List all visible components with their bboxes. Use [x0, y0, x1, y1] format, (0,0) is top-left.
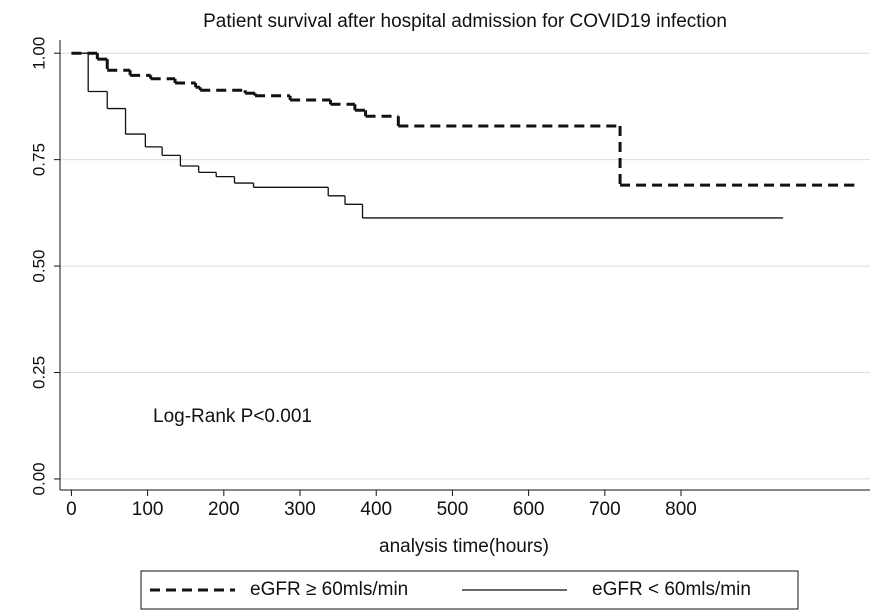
x-tick-label: 200	[208, 499, 240, 520]
x-tick-label: 0	[66, 499, 77, 520]
y-tick-label: 0.75	[29, 143, 48, 176]
x-tick-label: 600	[513, 499, 545, 520]
x-tick-label: 300	[284, 499, 316, 520]
y-tick-label: 0.50	[29, 250, 48, 283]
legend-label: eGFR < 60mls/min	[592, 579, 751, 600]
chart-title: Patient survival after hospital admissio…	[203, 11, 727, 32]
x-tick-label: 500	[437, 499, 469, 520]
y-tick-label: 0.25	[29, 356, 48, 389]
x-tick-label: 400	[360, 499, 392, 520]
x-tick-label: 800	[665, 499, 697, 520]
legend-label: eGFR ≥ 60mls/min	[250, 579, 408, 600]
legend-box	[140, 570, 799, 610]
x-axis-label: analysis time(hours)	[379, 536, 549, 557]
y-tick-label: 1.00	[29, 37, 48, 70]
annotation: Log-Rank P<0.001	[153, 406, 312, 427]
y-tick-label: 0.00	[29, 462, 48, 495]
x-tick-label: 700	[589, 499, 621, 520]
x-tick-label: 100	[132, 499, 164, 520]
